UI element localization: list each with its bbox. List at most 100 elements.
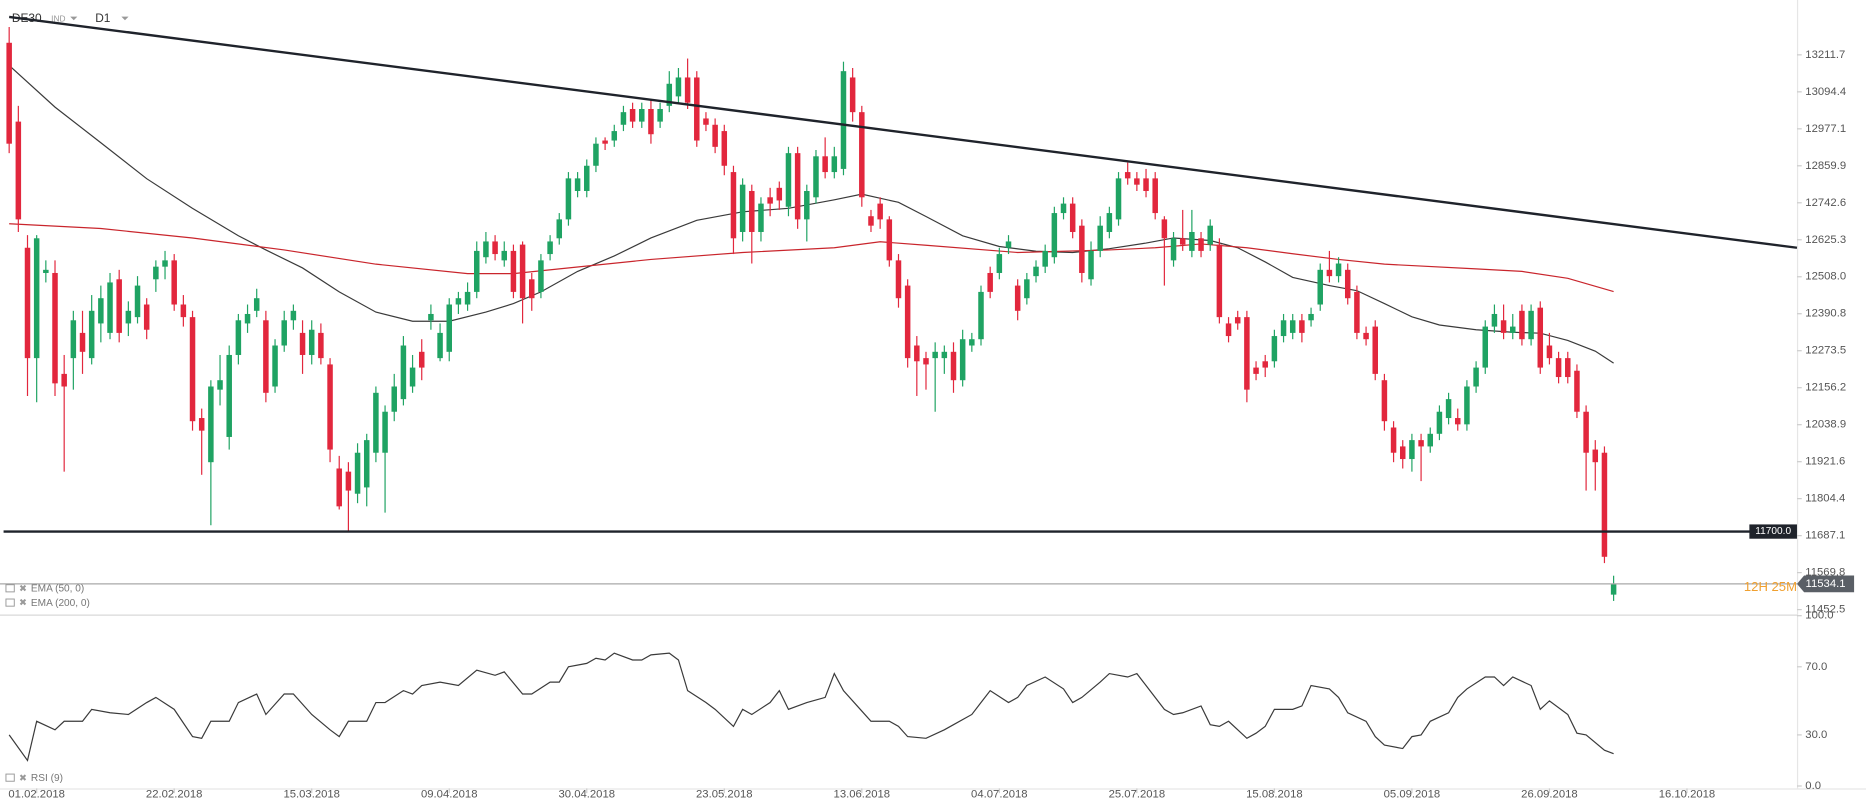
candle-body — [767, 197, 773, 204]
candle-body — [593, 143, 599, 166]
candle-body — [153, 266, 159, 280]
candle-body — [217, 380, 223, 390]
y-tick-label: 30.0 — [1805, 729, 1827, 741]
candle-body — [813, 156, 819, 198]
timeframe[interactable]: D1 — [95, 11, 111, 25]
candle-body — [52, 272, 58, 384]
candle-body — [923, 358, 929, 365]
candle-body — [1317, 269, 1323, 305]
candle-body — [822, 156, 828, 173]
candle-body — [1592, 449, 1599, 463]
candle-body — [492, 241, 498, 255]
candle-body — [749, 190, 755, 232]
y-tick-label: 12273.5 — [1805, 345, 1846, 357]
y-tick-label: 0.0 — [1805, 780, 1821, 792]
y-tick-label: 11452.5 — [1805, 604, 1845, 616]
candle-body — [1326, 269, 1333, 277]
candle-body — [1482, 326, 1489, 368]
candle-body — [1134, 178, 1140, 185]
candle-body — [1354, 291, 1360, 333]
y-tick-label: 13211.7 — [1805, 49, 1845, 61]
candle-body — [703, 118, 709, 125]
candle-body — [428, 313, 434, 321]
candle-body — [1069, 203, 1076, 232]
candle-body — [1418, 440, 1424, 447]
candle-body — [79, 332, 86, 352]
x-tick-label: 04.07.2018 — [971, 788, 1028, 800]
legend-close[interactable]: ✖ — [19, 598, 27, 609]
legend-icon[interactable] — [5, 598, 15, 607]
candle-body — [24, 247, 31, 359]
legend-close[interactable]: ✖ — [19, 773, 27, 784]
candle-body — [1427, 433, 1433, 447]
candle-body — [336, 468, 342, 507]
y-tick-label: 11804.4 — [1805, 493, 1845, 505]
candle-body — [70, 320, 77, 359]
candle-body — [1051, 213, 1058, 258]
x-tick-label: 09.04.2018 — [421, 788, 478, 800]
dropdown-icon[interactable] — [70, 16, 78, 21]
candle-body — [1409, 440, 1415, 460]
candle-body — [1390, 427, 1397, 453]
candle-body — [1088, 250, 1094, 280]
candle-body — [1244, 317, 1250, 390]
y-tick-label: 12508.0 — [1805, 271, 1846, 283]
candle-body — [776, 187, 783, 201]
candle-body — [932, 351, 938, 359]
candle-body — [1179, 238, 1186, 245]
candle-body — [712, 124, 718, 147]
x-tick-label: 05.09.2018 — [1384, 788, 1441, 800]
candle-body — [611, 131, 618, 141]
dropdown-icon[interactable] — [121, 16, 129, 21]
candle-body — [941, 351, 948, 359]
legend-icon[interactable] — [5, 584, 15, 593]
candle-body — [363, 440, 370, 488]
candle-body — [483, 241, 489, 258]
candle-body — [1161, 219, 1168, 239]
candle-body — [290, 310, 297, 321]
candle-body — [1473, 367, 1479, 387]
candle-body — [1280, 320, 1287, 337]
candle-body — [1271, 336, 1278, 362]
candle-body — [1344, 269, 1351, 299]
candle-body — [1546, 345, 1553, 359]
candle-body — [1225, 323, 1232, 337]
hline-badge — [1749, 524, 1797, 539]
candle-body — [327, 364, 333, 450]
y-tick-label: 12156.2 — [1805, 382, 1846, 394]
candle-body — [730, 172, 737, 239]
candle-body — [1152, 178, 1158, 214]
candle-body — [1262, 361, 1268, 368]
candle-body — [244, 313, 251, 324]
candle-body — [1381, 380, 1388, 422]
x-tick-label: 15.03.2018 — [283, 788, 340, 800]
candle-body — [877, 203, 883, 220]
candle-body — [529, 279, 535, 299]
legend-icon[interactable] — [5, 773, 15, 782]
candle-body — [1079, 225, 1085, 273]
countdown: 12H 25M — [1744, 579, 1797, 594]
rsi-line — [8, 652, 1614, 762]
candle-body — [996, 254, 1003, 273]
candle-body — [886, 219, 893, 261]
candle-body — [849, 77, 856, 113]
y-tick-label: 12859.9 — [1805, 160, 1846, 172]
candle-body — [1528, 310, 1534, 340]
legend: ✖ EMA (50, 0) ✖ EMA (200, 0) ✖ RSI (9) — [5, 583, 90, 784]
candle-body — [226, 354, 232, 437]
candle-body — [6, 42, 12, 144]
candle-body — [208, 386, 214, 463]
candle-body — [33, 238, 40, 359]
candle-body — [272, 345, 278, 387]
legend-close[interactable]: ✖ — [19, 583, 27, 594]
y-tick-label: 13094.4 — [1805, 86, 1846, 98]
candle-body — [804, 190, 810, 220]
candle-body — [1106, 213, 1113, 232]
x-tick-label: 22.02.2018 — [146, 788, 203, 800]
candle-body — [1216, 244, 1223, 318]
candle-body — [473, 250, 480, 292]
candle-body — [859, 112, 865, 198]
y-tick-label: 11921.6 — [1805, 456, 1845, 468]
